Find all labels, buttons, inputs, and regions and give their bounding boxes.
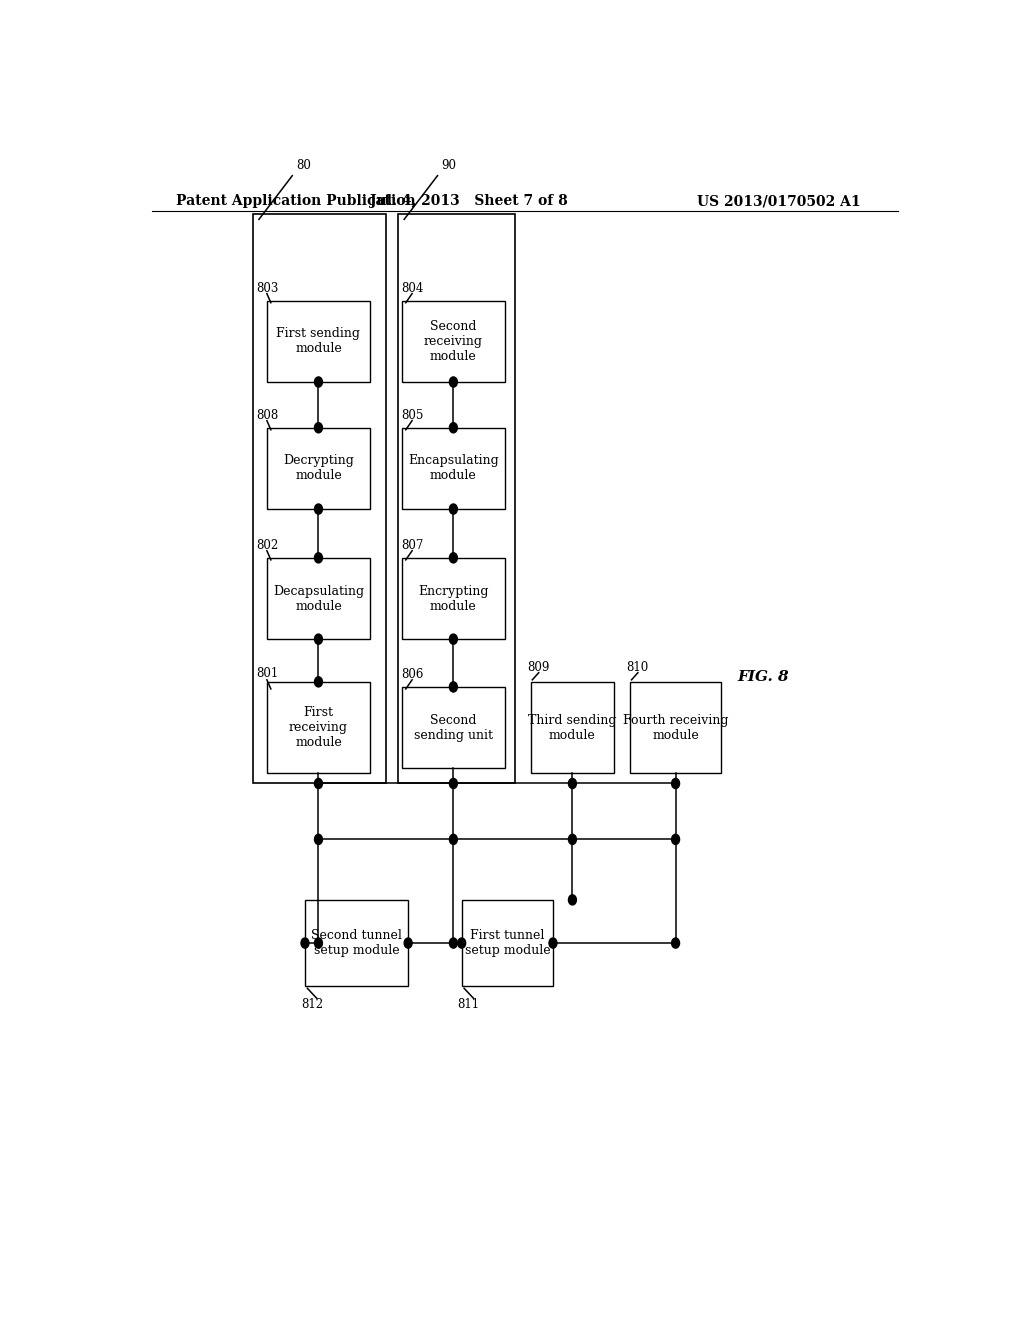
Circle shape bbox=[568, 834, 577, 845]
Circle shape bbox=[301, 939, 309, 948]
Text: First
receiving
module: First receiving module bbox=[289, 706, 348, 748]
Circle shape bbox=[314, 834, 323, 845]
Bar bbox=[530, 682, 614, 774]
Text: Decapsulating
module: Decapsulating module bbox=[273, 585, 364, 612]
Circle shape bbox=[568, 779, 577, 788]
Bar bbox=[267, 558, 370, 639]
Circle shape bbox=[314, 677, 323, 686]
Circle shape bbox=[672, 779, 680, 788]
Circle shape bbox=[314, 422, 323, 433]
Bar bbox=[397, 214, 515, 784]
Circle shape bbox=[549, 939, 557, 948]
Bar bbox=[267, 428, 370, 510]
Circle shape bbox=[672, 939, 680, 948]
Circle shape bbox=[568, 895, 577, 906]
Text: 807: 807 bbox=[401, 539, 423, 552]
Text: Encapsulating
module: Encapsulating module bbox=[408, 454, 499, 482]
Circle shape bbox=[672, 834, 680, 845]
Circle shape bbox=[404, 939, 412, 948]
Text: Jul. 4, 2013   Sheet 7 of 8: Jul. 4, 2013 Sheet 7 of 8 bbox=[371, 194, 568, 209]
Text: FIG. 8: FIG. 8 bbox=[737, 669, 788, 684]
Circle shape bbox=[314, 779, 323, 788]
Text: Third sending
module: Third sending module bbox=[528, 714, 616, 742]
Text: 806: 806 bbox=[401, 668, 423, 681]
Text: 90: 90 bbox=[441, 158, 457, 172]
Text: 812: 812 bbox=[301, 998, 324, 1011]
Bar bbox=[305, 900, 409, 986]
Bar bbox=[401, 558, 505, 639]
Circle shape bbox=[450, 682, 458, 692]
Text: Decrypting
module: Decrypting module bbox=[283, 454, 354, 482]
Circle shape bbox=[450, 634, 458, 644]
Circle shape bbox=[314, 939, 323, 948]
Text: 808: 808 bbox=[256, 409, 279, 422]
Text: 804: 804 bbox=[401, 282, 423, 294]
Circle shape bbox=[450, 422, 458, 433]
Circle shape bbox=[450, 834, 458, 845]
Text: 805: 805 bbox=[401, 409, 423, 422]
Text: Second tunnel
setup module: Second tunnel setup module bbox=[311, 929, 402, 957]
Text: 803: 803 bbox=[256, 282, 279, 294]
Text: Encrypting
module: Encrypting module bbox=[418, 585, 488, 612]
Bar bbox=[253, 214, 386, 784]
Bar bbox=[401, 428, 505, 510]
Bar bbox=[401, 301, 505, 381]
Bar bbox=[630, 682, 721, 774]
Text: US 2013/0170502 A1: US 2013/0170502 A1 bbox=[697, 194, 860, 209]
Circle shape bbox=[314, 553, 323, 562]
Text: 801: 801 bbox=[256, 667, 279, 680]
Circle shape bbox=[314, 378, 323, 387]
Circle shape bbox=[450, 378, 458, 387]
Text: First sending
module: First sending module bbox=[276, 327, 360, 355]
Text: 810: 810 bbox=[626, 661, 648, 675]
Circle shape bbox=[314, 634, 323, 644]
Text: Second
receiving
module: Second receiving module bbox=[424, 319, 483, 363]
Circle shape bbox=[314, 504, 323, 515]
Bar bbox=[462, 900, 553, 986]
Circle shape bbox=[450, 939, 458, 948]
Circle shape bbox=[450, 779, 458, 788]
Circle shape bbox=[450, 553, 458, 562]
Text: Fourth receiving
module: Fourth receiving module bbox=[623, 714, 728, 742]
Circle shape bbox=[450, 504, 458, 515]
Text: 802: 802 bbox=[256, 539, 279, 552]
Text: First tunnel
setup module: First tunnel setup module bbox=[465, 929, 550, 957]
Bar bbox=[267, 301, 370, 381]
Bar bbox=[401, 686, 505, 768]
Text: 80: 80 bbox=[296, 158, 311, 172]
Text: Second
sending unit: Second sending unit bbox=[414, 714, 493, 742]
Circle shape bbox=[458, 939, 466, 948]
Bar bbox=[267, 682, 370, 774]
Text: 811: 811 bbox=[458, 998, 480, 1011]
Text: 809: 809 bbox=[526, 661, 549, 675]
Text: Patent Application Publication: Patent Application Publication bbox=[176, 194, 416, 209]
